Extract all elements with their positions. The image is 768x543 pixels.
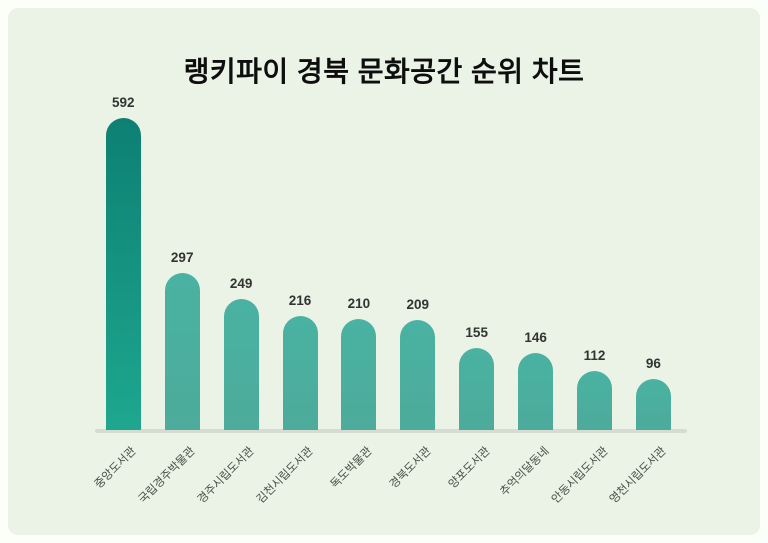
- bar-6: [400, 319, 436, 430]
- bar-1: [105, 118, 141, 430]
- bar-10: [635, 379, 671, 430]
- bar-value-label: 210: [347, 296, 371, 312]
- bar-3: [223, 298, 259, 430]
- bar-value-label: 112: [583, 347, 606, 363]
- bar-5: [341, 319, 377, 430]
- bar-4: [282, 316, 318, 430]
- chart-title: 랭키파이 경북 문화공간 순위 차트: [183, 56, 585, 87]
- bar-value-label: 96: [645, 356, 661, 372]
- bar-value-label: 592: [112, 95, 135, 111]
- bar-value-label: 216: [288, 293, 312, 309]
- bar-7: [459, 348, 495, 430]
- bar-value-label: 209: [406, 296, 430, 312]
- bar-value-label: 249: [229, 275, 253, 291]
- bar-8: [518, 353, 554, 430]
- bar-value-label: 297: [170, 250, 194, 266]
- bar-value-label: 146: [524, 330, 547, 346]
- x-axis-baseline: [95, 429, 687, 433]
- bar-9: [577, 370, 612, 430]
- bar-2: [164, 273, 200, 430]
- bar-value-label: 155: [465, 325, 488, 341]
